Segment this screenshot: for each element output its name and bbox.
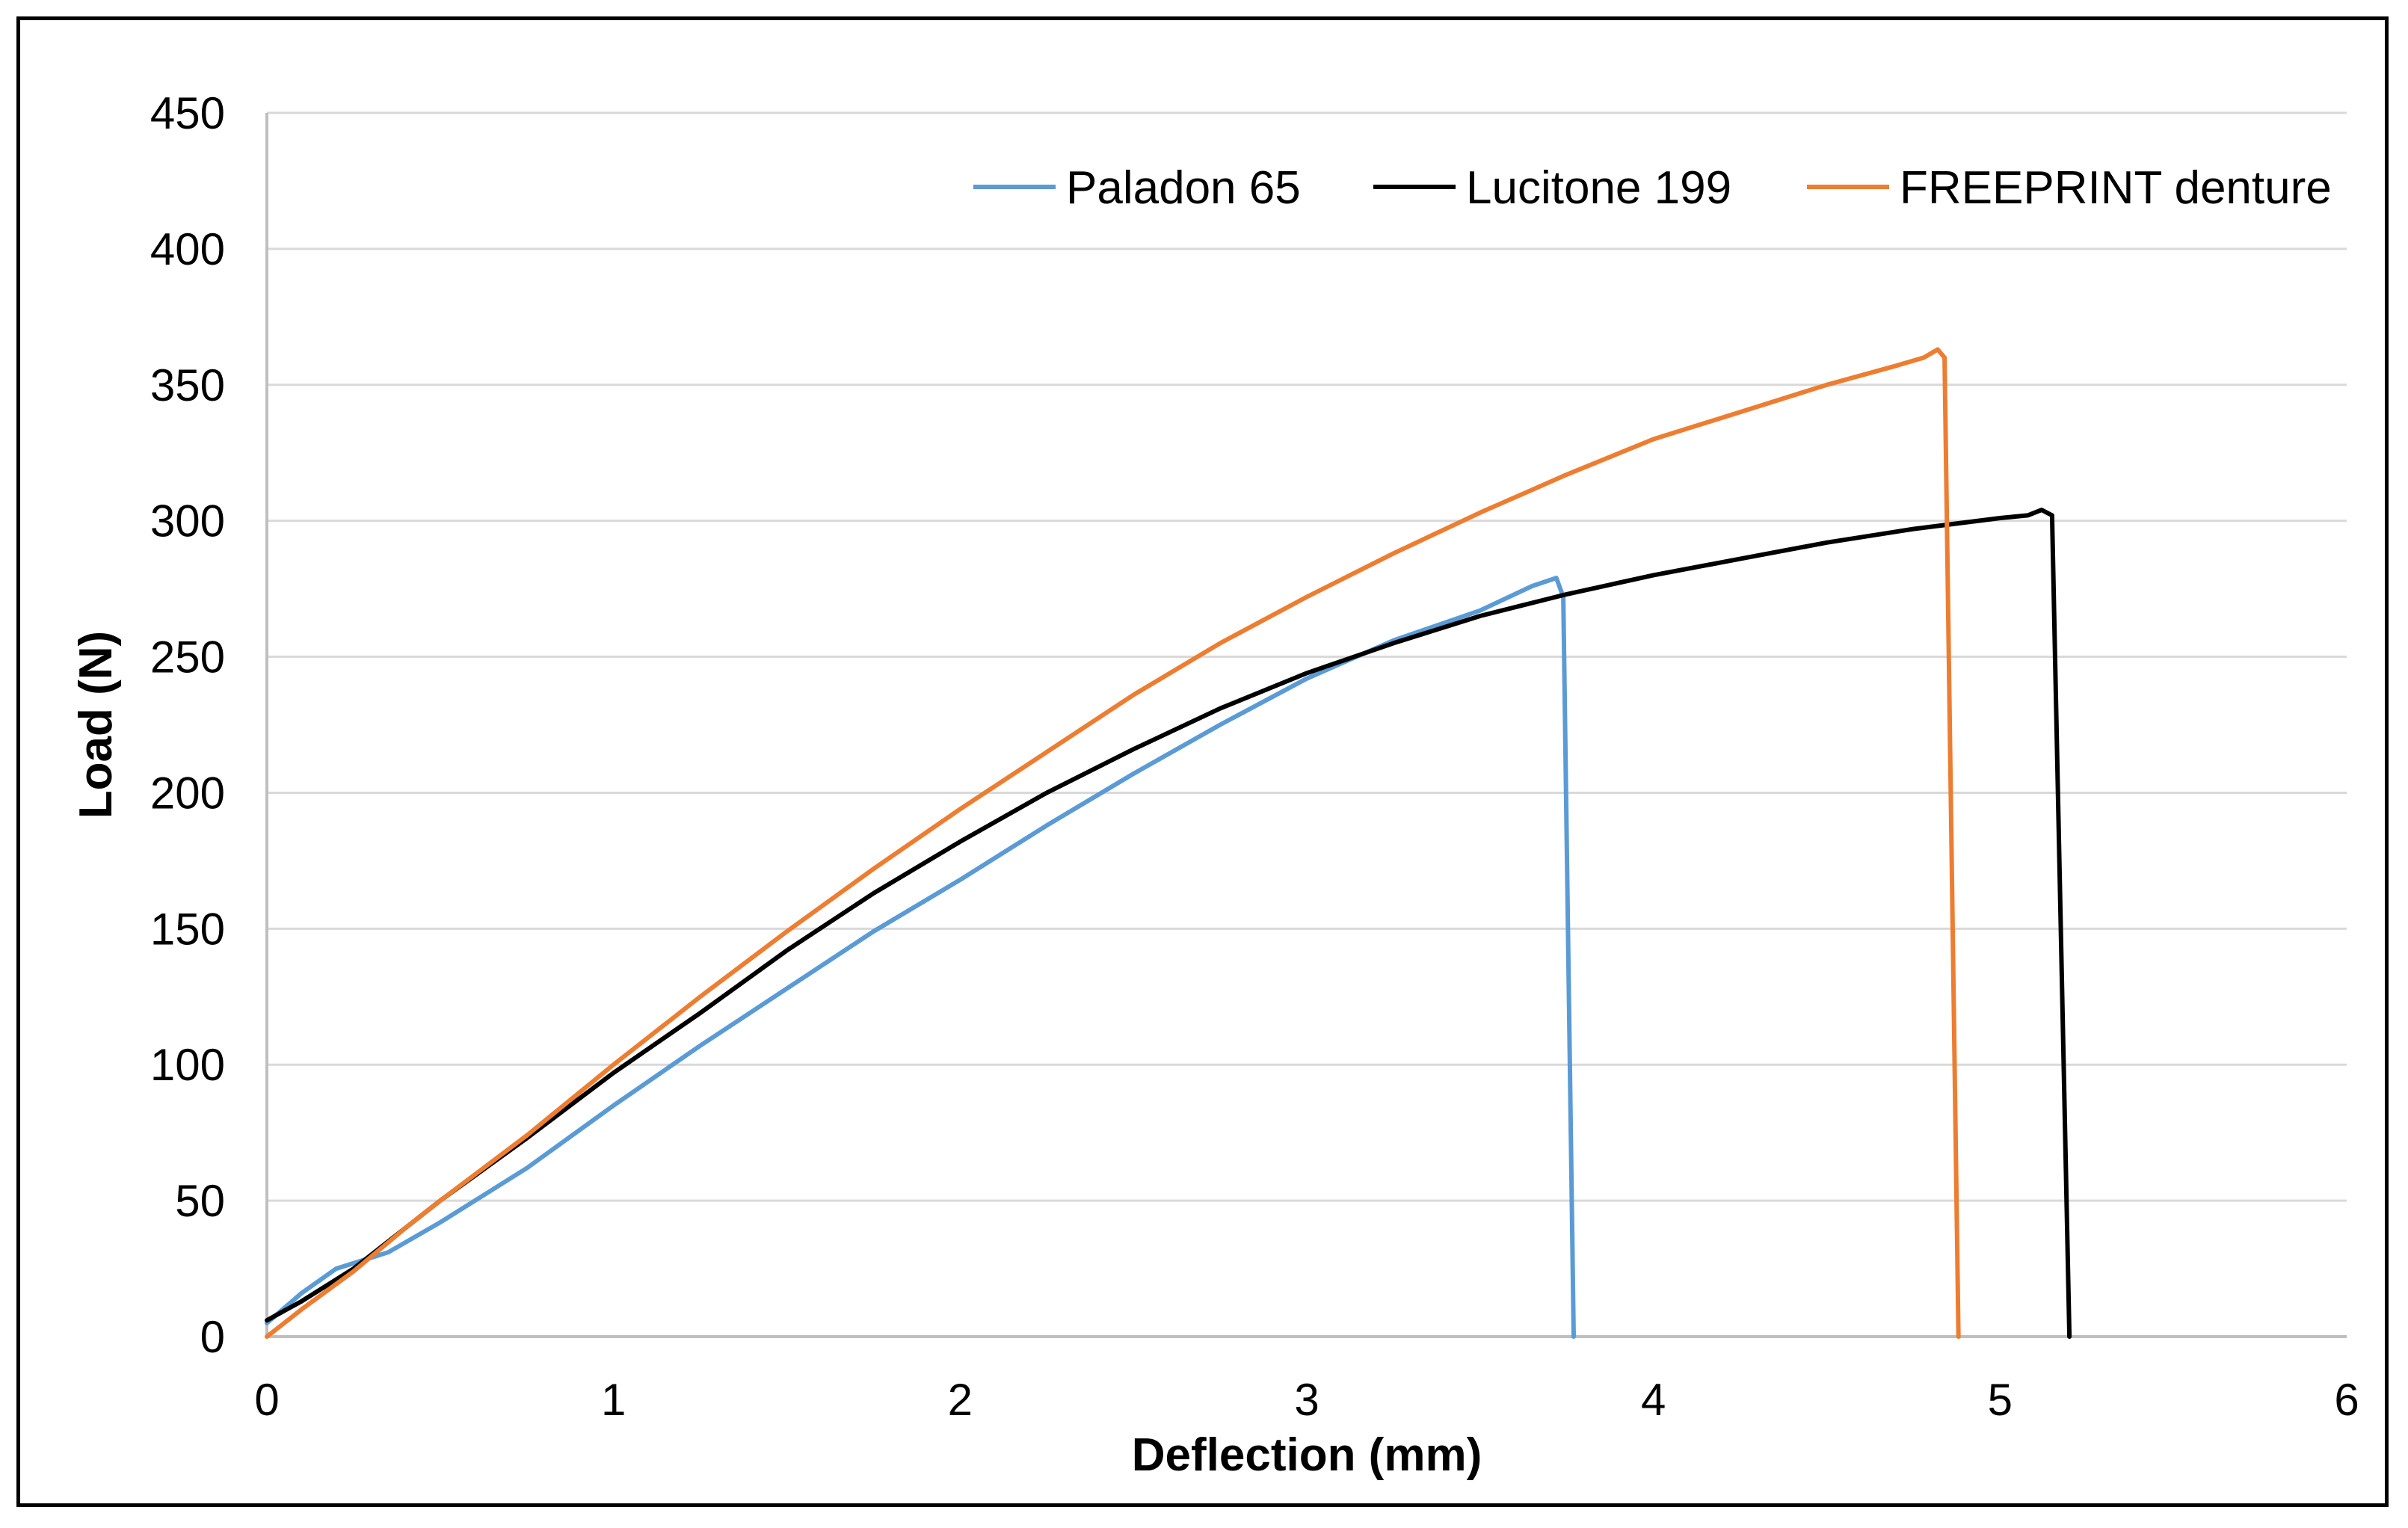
gridlines: [267, 111, 2347, 1202]
legend: Paladon 65 Lucitone 199 FREEPRINT denture: [973, 162, 2332, 214]
y-tick-label: 300: [150, 496, 225, 546]
series-line-3: [265, 347, 1961, 1339]
y-tick-label: 200: [150, 768, 225, 818]
y-tick-label: 150: [150, 904, 225, 954]
x-tick-label: 5: [1988, 1375, 2013, 1425]
axes: [265, 113, 2347, 1338]
x-tick-label: 3: [1294, 1375, 1319, 1425]
y-tick-label: 250: [150, 632, 225, 683]
y-tick-label: 100: [150, 1040, 225, 1090]
x-tick-label: 2: [948, 1375, 973, 1425]
x-axis-title: Deflection (mm): [1132, 1429, 1482, 1481]
x-tick-label: 6: [2334, 1375, 2359, 1425]
legend-label: Paladon 65: [1066, 162, 1301, 214]
tick-labels: 0 50 100 150 200 250 300 350 400 450 0 1 2 3 4 5 6: [150, 88, 2359, 1425]
legend-label: Lucitone 199: [1466, 162, 1731, 214]
legend-label: FREEPRINT denture: [1900, 162, 2332, 214]
series-line-1: [265, 576, 1576, 1339]
load-deflection-chart: 0 50 100 150 200 250 300 350 400 450 0 1 2 3 4 5 6 Defle…: [70, 88, 2359, 1481]
y-axis-title: Load (N): [70, 631, 122, 819]
x-tick-label: 4: [1641, 1375, 1666, 1425]
y-tick-label: 0: [200, 1312, 225, 1362]
y-tick-label: 350: [150, 360, 225, 410]
y-tick-label: 400: [150, 224, 225, 274]
series-line-2: [265, 508, 2072, 1339]
x-tick-label: 1: [601, 1375, 626, 1425]
x-tick-label: 0: [254, 1375, 279, 1425]
y-tick-label: 50: [175, 1176, 225, 1226]
y-tick-label: 450: [150, 88, 225, 138]
series-lines: [265, 347, 2072, 1339]
chart-frame: 0 50 100 150 200 250 300 350 400 450 0 1 2 3 4 5 6 Defle…: [16, 16, 2389, 1507]
